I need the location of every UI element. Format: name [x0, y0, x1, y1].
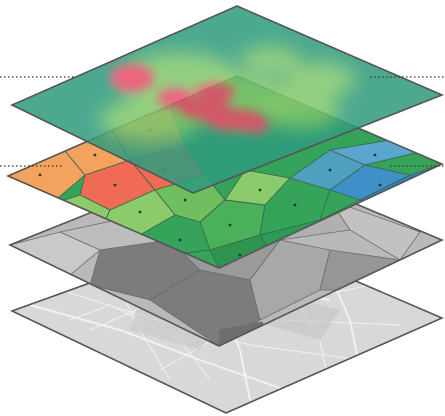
- heat-hotspot: [110, 64, 154, 92]
- voronoi-seed-point: [138, 210, 142, 214]
- heatmap-hotspots: [100, 46, 355, 142]
- voronoi-seed-point: [378, 183, 382, 187]
- heat-glow: [100, 98, 200, 142]
- base-map-outline: [9, 229, 445, 414]
- heat-glow: [285, 62, 355, 98]
- heatmap-layer: [12, 6, 442, 193]
- voronoi-seed-point: [258, 188, 262, 192]
- heat-hotspot: [195, 83, 235, 101]
- voronoi-seed-point: [38, 173, 42, 177]
- voronoi-seed-point: [228, 223, 232, 227]
- voronoi-cell: [259, 177, 331, 236]
- heat-glow: [240, 46, 300, 74]
- heat-hotspot: [241, 117, 269, 133]
- voronoi-seed-point: [93, 153, 97, 157]
- voronoi-seed-point: [178, 238, 182, 242]
- heat-glow: [260, 92, 340, 128]
- district-outline: [8, 153, 444, 347]
- street-line: [29, 304, 301, 396]
- voronoi-seed-point: [183, 198, 187, 202]
- voronoi-seed-point: [293, 203, 297, 207]
- voronoi-seed-point: [328, 168, 332, 172]
- voronoi-seed-point: [373, 153, 377, 157]
- voronoi-seed-point: [238, 253, 242, 257]
- heatmap-outline: [10, 5, 445, 194]
- voronoi-seed-point: [113, 183, 117, 187]
- voronoi-outline: [5, 75, 444, 269]
